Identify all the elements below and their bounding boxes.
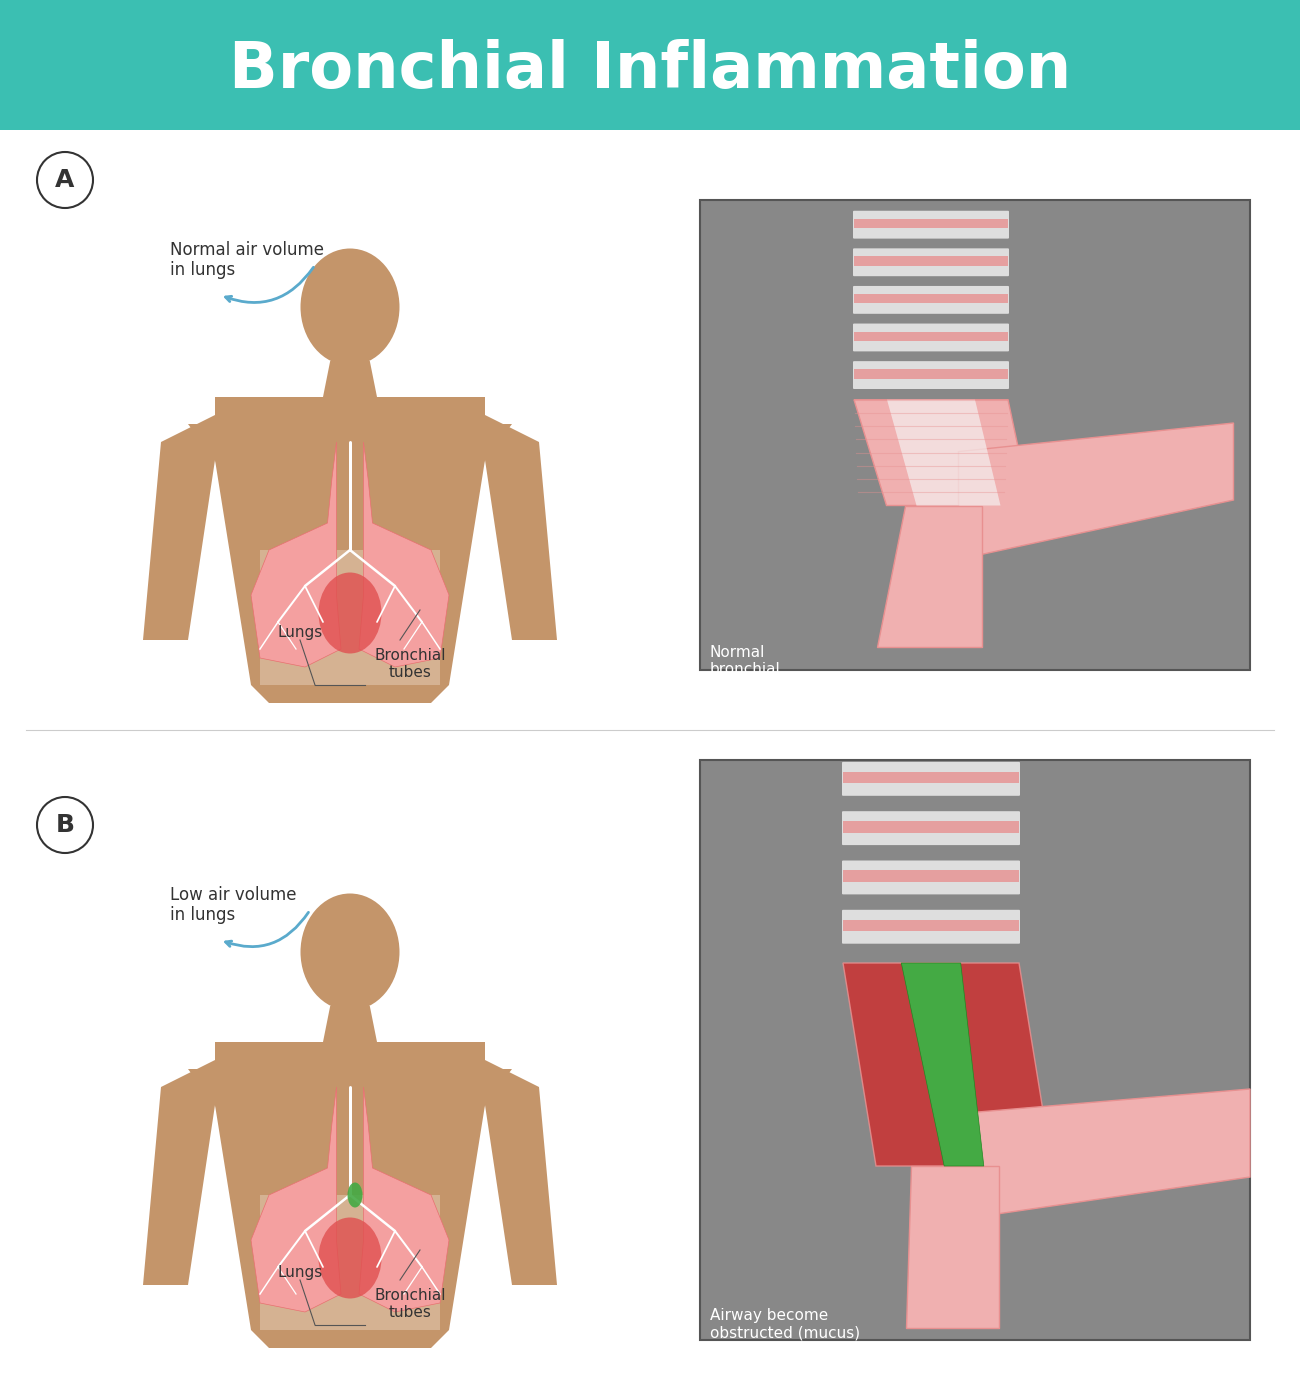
Ellipse shape [318, 1218, 381, 1298]
Polygon shape [485, 416, 556, 639]
Polygon shape [251, 1087, 341, 1312]
FancyBboxPatch shape [853, 286, 1009, 314]
Text: A: A [56, 168, 74, 192]
Polygon shape [188, 424, 512, 703]
FancyBboxPatch shape [854, 370, 1008, 378]
Polygon shape [887, 400, 1001, 506]
Polygon shape [485, 1061, 556, 1284]
Polygon shape [878, 506, 982, 646]
FancyBboxPatch shape [842, 910, 1020, 944]
FancyBboxPatch shape [842, 870, 1019, 881]
Text: Normal air volume
in lungs: Normal air volume in lungs [170, 240, 324, 279]
Polygon shape [214, 1042, 485, 1195]
Ellipse shape [300, 894, 399, 1011]
Polygon shape [322, 361, 377, 398]
Ellipse shape [347, 1183, 363, 1208]
FancyBboxPatch shape [854, 218, 1008, 228]
FancyBboxPatch shape [854, 256, 1008, 265]
FancyBboxPatch shape [853, 324, 1009, 352]
FancyBboxPatch shape [854, 295, 1008, 303]
Polygon shape [214, 398, 485, 550]
Polygon shape [359, 442, 448, 667]
FancyBboxPatch shape [854, 332, 1008, 341]
Polygon shape [260, 1195, 439, 1330]
Polygon shape [188, 1069, 512, 1348]
Polygon shape [906, 1166, 1000, 1329]
Text: Bronchial
tubes: Bronchial tubes [374, 648, 446, 680]
Text: Low air volume
in lungs: Low air volume in lungs [170, 885, 296, 924]
FancyBboxPatch shape [699, 760, 1251, 1340]
Polygon shape [322, 1006, 377, 1042]
Polygon shape [260, 550, 439, 685]
FancyBboxPatch shape [842, 920, 1019, 931]
Polygon shape [143, 1061, 214, 1284]
Polygon shape [901, 963, 984, 1166]
Text: Airway become
obstructed (mucus): Airway become obstructed (mucus) [710, 1308, 861, 1340]
FancyBboxPatch shape [853, 361, 1009, 389]
FancyBboxPatch shape [853, 249, 1009, 277]
FancyBboxPatch shape [853, 211, 1009, 239]
Text: Bronchial
tubes: Bronchial tubes [374, 1289, 446, 1320]
Text: Bronchial Inflammation: Bronchial Inflammation [229, 39, 1071, 101]
FancyBboxPatch shape [842, 860, 1020, 894]
Text: Lungs: Lungs [277, 1265, 322, 1280]
Text: Lungs: Lungs [277, 626, 322, 639]
Polygon shape [958, 423, 1234, 559]
Ellipse shape [300, 249, 399, 366]
FancyBboxPatch shape [0, 0, 1300, 131]
FancyBboxPatch shape [842, 762, 1020, 796]
Text: Normal
bronchial: Normal bronchial [710, 645, 781, 677]
Circle shape [36, 796, 94, 853]
FancyBboxPatch shape [842, 812, 1020, 845]
Polygon shape [842, 963, 1052, 1166]
FancyBboxPatch shape [842, 821, 1019, 833]
Ellipse shape [318, 573, 381, 653]
Polygon shape [854, 400, 1031, 506]
Text: B: B [56, 813, 74, 837]
Circle shape [36, 152, 94, 208]
Polygon shape [965, 1088, 1251, 1219]
Polygon shape [359, 1087, 448, 1312]
Polygon shape [251, 442, 341, 667]
Polygon shape [143, 416, 214, 639]
FancyBboxPatch shape [699, 200, 1251, 670]
FancyBboxPatch shape [842, 771, 1019, 783]
